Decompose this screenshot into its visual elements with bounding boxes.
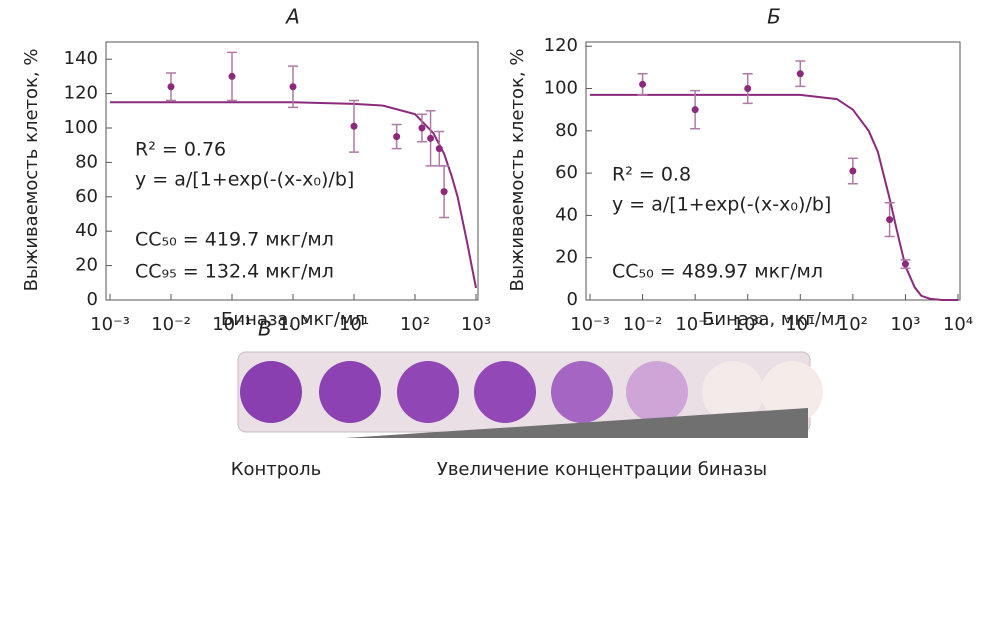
data-point [290,83,297,90]
control-label: Контроль [231,459,322,480]
figure: В Контроль Увеличение концентрации биназ… [0,0,989,618]
y-axis-label: Выживаемость клеток, % [21,49,42,292]
y-tick-label: 0 [567,289,578,310]
chart-title: Б [767,5,781,29]
data-point [744,85,751,92]
annotation: R² = 0.8 [612,164,691,186]
gradient-label: Увеличение концентрации биназы [437,459,767,480]
y-tick-label: 60 [555,162,578,183]
well [240,361,302,423]
data-point [886,216,893,223]
data-point [639,81,646,88]
x-tick-label: 10⁻² [151,314,191,335]
chart-title: А [284,5,300,29]
annotation: R² = 0.76 [135,139,226,161]
data-point [229,73,236,80]
annotation: CC₅₀ = 489.97 мкг/мл [612,261,823,283]
y-tick-label: 100 [64,117,98,138]
x-tick-label: 10⁰ [733,314,763,335]
data-point [441,188,448,195]
y-tick-label: 80 [75,151,98,172]
data-point [168,83,175,90]
x-tick-label: 10⁴ [943,314,973,335]
data-point [849,168,856,175]
annotation: y = a/[1+exp(-(x-x₀)/b] [612,194,831,216]
x-tick-label: 10³ [890,314,920,335]
x-tick-label: 10⁻² [623,314,663,335]
data-point [797,70,804,77]
y-tick-label: 100 [544,78,578,99]
y-tick-label: 0 [87,289,98,310]
annotation: CC₅₀ = 419.7 мкг/мл [135,229,334,251]
x-axis-label: Биназа, мкг/мл [702,309,846,330]
well [626,361,688,423]
x-tick-label: 10³ [461,314,491,335]
x-tick-label: 10² [400,314,430,335]
y-tick-label: 120 [544,35,578,56]
x-tick-label: 10⁻¹ [212,314,252,335]
data-point [692,106,699,113]
data-point [393,133,400,140]
annotation: y = a/[1+exp(-(x-x₀)/b] [135,169,354,191]
annotation: CC₉₅ = 132.4 мкг/мл [135,261,334,283]
y-tick-label: 20 [75,255,98,276]
plate [238,352,823,438]
y-tick-label: 140 [64,48,98,69]
y-tick-label: 20 [555,247,578,268]
y-tick-label: 60 [75,186,98,207]
y-tick-label: 120 [64,83,98,104]
well [551,361,613,423]
x-tick-label: 10⁻¹ [675,314,715,335]
well [397,361,459,423]
data-point [427,135,434,142]
x-tick-label: 10⁻³ [90,314,130,335]
x-tick-label: 10¹ [339,314,369,335]
y-axis-label: Выживаемость клеток, % [507,49,528,292]
data-point [418,125,425,132]
y-tick-label: 40 [75,220,98,241]
data-point [436,145,443,152]
data-point [902,261,909,268]
x-tick-label: 10⁻³ [570,314,610,335]
x-tick-label: 10² [838,314,868,335]
data-point [351,123,358,130]
y-tick-label: 80 [555,120,578,141]
x-tick-label: 10¹ [785,314,815,335]
x-tick-label: 10⁰ [278,314,308,335]
well [319,361,381,423]
y-tick-label: 40 [555,204,578,225]
well [474,361,536,423]
